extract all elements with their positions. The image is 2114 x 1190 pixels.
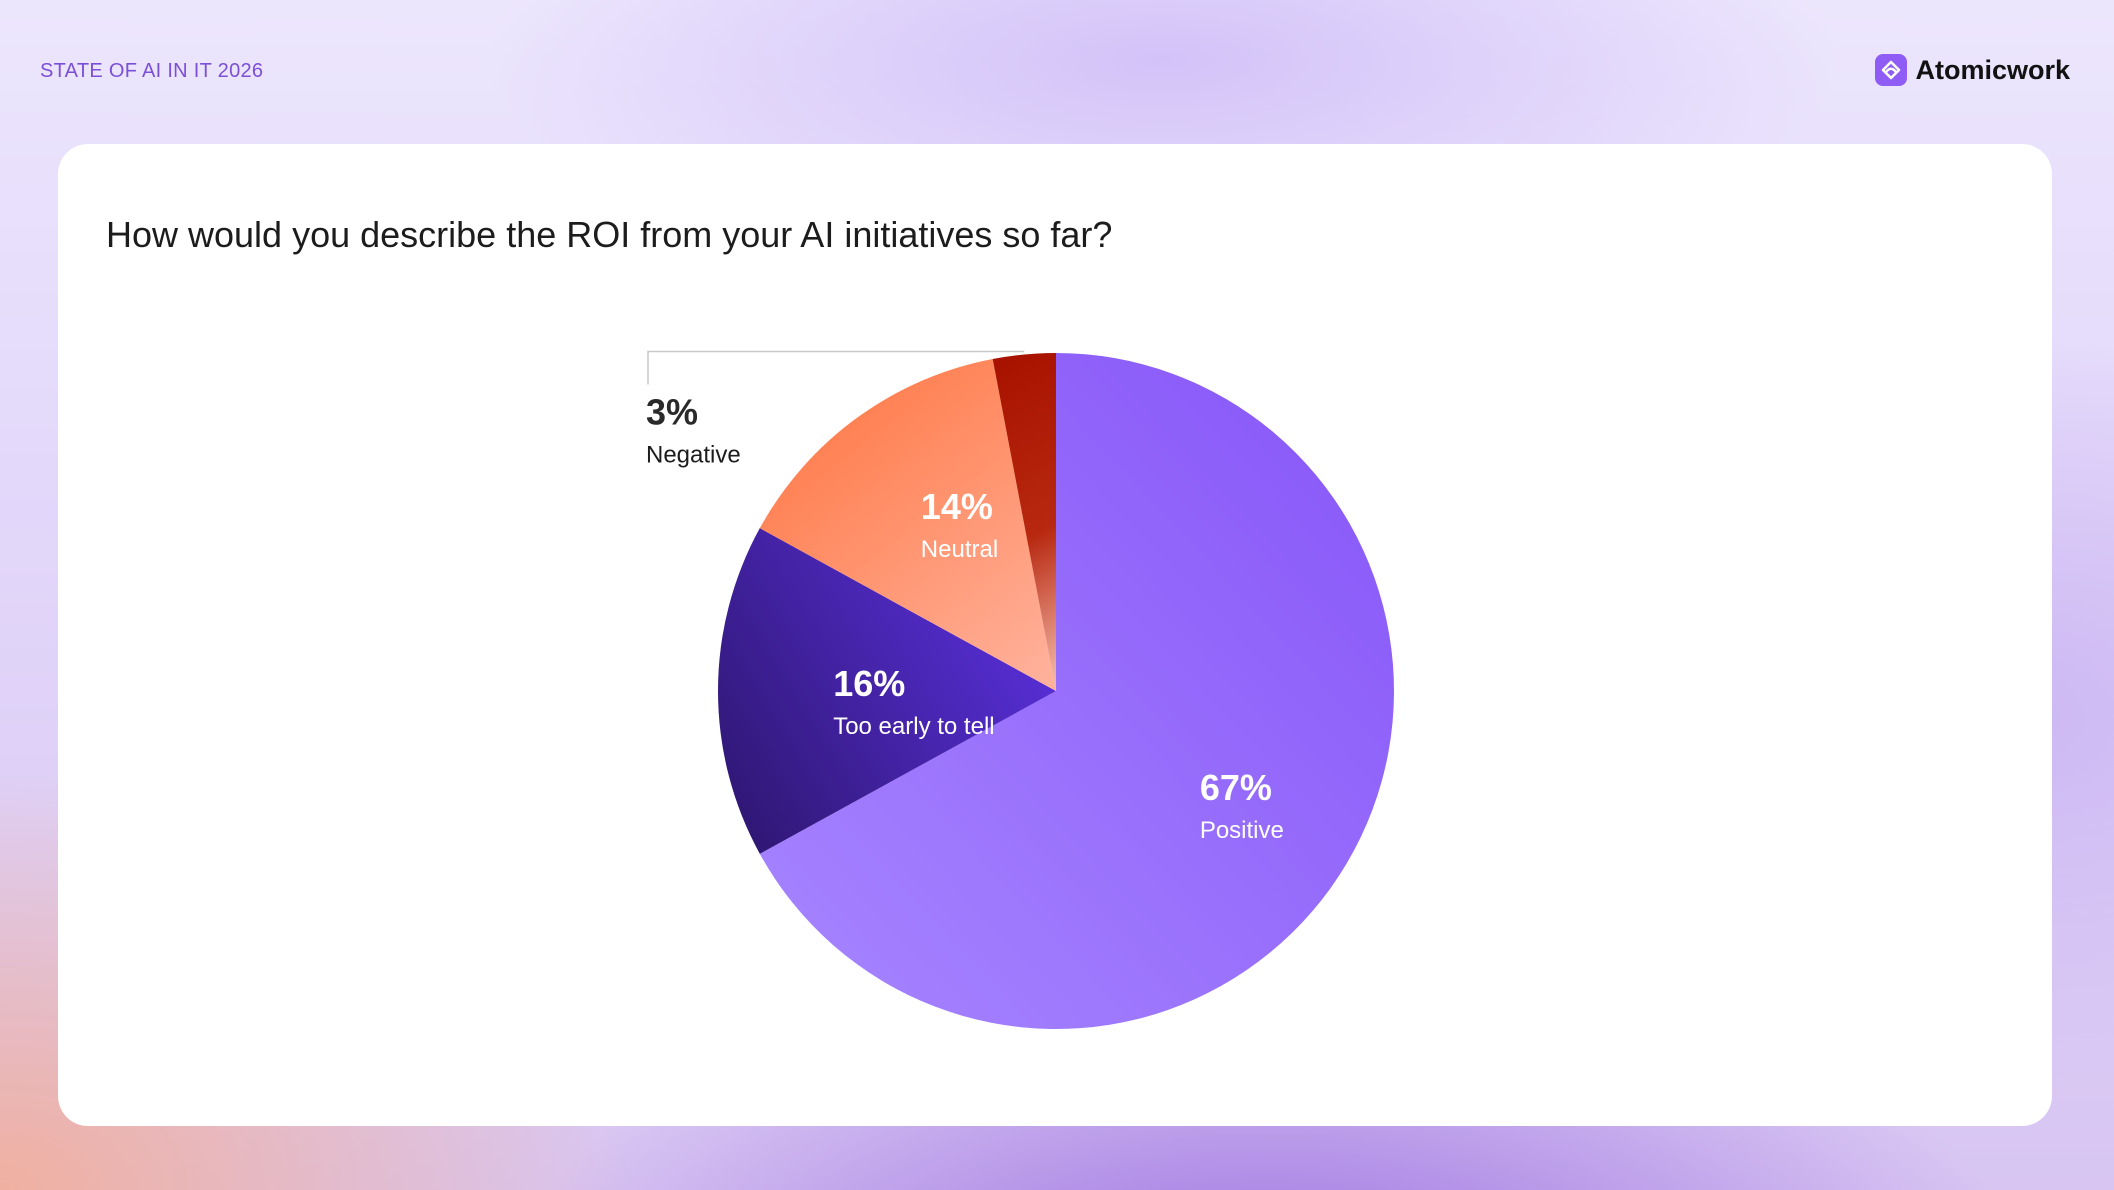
pie-slice-positive <box>759 353 1394 1029</box>
value-label-positive: 67% <box>1200 767 1272 808</box>
pie-slice-neutral <box>759 358 1056 691</box>
slice-label-positive: Positive <box>1200 817 1284 844</box>
question-title: How would you describe the ROI from your… <box>106 214 1113 255</box>
pie-slice-negative <box>992 353 1056 691</box>
report-label: STATE OF AI IN IT 2026 <box>40 60 264 82</box>
brand-name: Atomicwork <box>1915 54 2070 85</box>
callout-line-negative <box>647 350 1025 385</box>
pie-slice-too-early-to-tell <box>718 528 1056 854</box>
value-label-negative: 3% <box>646 392 698 433</box>
chart-card: How would you describe the ROI from your… <box>58 144 2052 1126</box>
pie-chart: 67% Positive 16% Too early to tell 14% Neutra… <box>646 350 1394 1029</box>
slice-label-neutral: Neutral <box>921 536 998 563</box>
slice-label-negative: Negative <box>646 442 741 469</box>
atomicwork-logo-icon <box>1875 54 1908 86</box>
brand[interactable]: Atomicwork <box>1875 54 2070 86</box>
value-label-neutral: 14% <box>921 486 993 527</box>
slice-label-too-early-to-tell: Too early to tell <box>833 713 994 740</box>
value-label-too-early-to-tell: 16% <box>833 663 905 704</box>
